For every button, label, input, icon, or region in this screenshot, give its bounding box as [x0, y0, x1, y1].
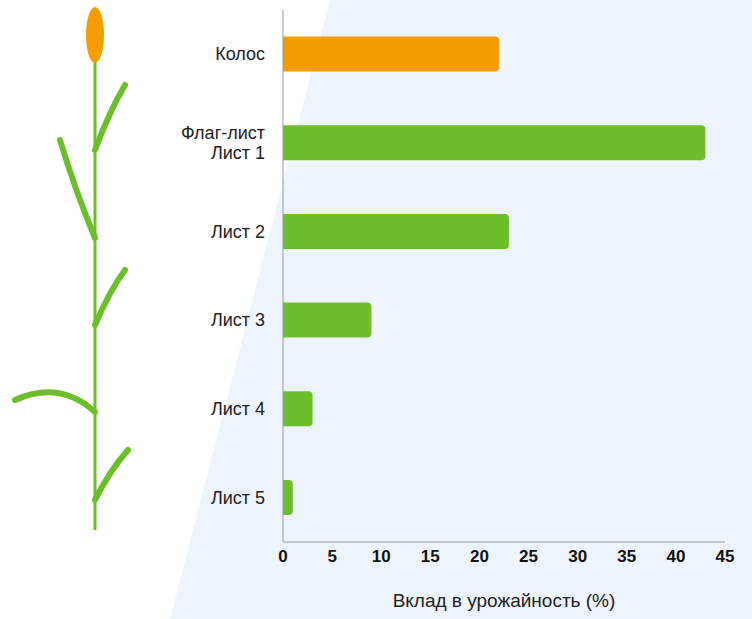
svg-text:40: 40 [666, 547, 685, 566]
svg-text:Лист 3: Лист 3 [211, 310, 265, 330]
svg-text:Флаг-листЛист 1: Флаг-листЛист 1 [181, 123, 265, 163]
svg-text:35: 35 [617, 547, 636, 566]
svg-text:30: 30 [568, 547, 587, 566]
svg-text:Вклад в урожайность (%): Вклад в урожайность (%) [393, 590, 616, 611]
svg-text:15: 15 [421, 547, 440, 566]
svg-text:Лист 4: Лист 4 [211, 399, 265, 419]
svg-text:10: 10 [372, 547, 391, 566]
svg-text:Лист 5: Лист 5 [211, 488, 265, 508]
svg-text:0: 0 [278, 547, 287, 566]
svg-text:5: 5 [327, 547, 336, 566]
svg-text:Лист 2: Лист 2 [211, 222, 265, 242]
svg-text:25: 25 [519, 547, 538, 566]
svg-text:20: 20 [470, 547, 489, 566]
svg-text:Колос: Колос [215, 44, 265, 64]
svg-text:45: 45 [716, 547, 735, 566]
